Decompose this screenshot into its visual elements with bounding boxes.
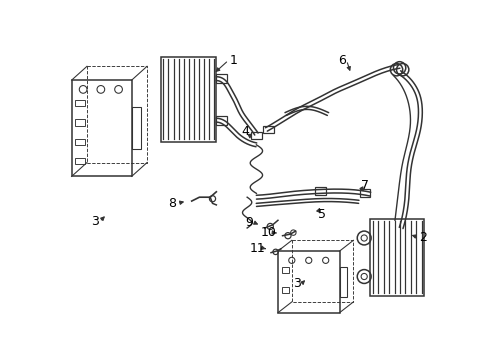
Text: 6: 6 [337,54,345,67]
Bar [281,287,289,293]
Text: 8: 8 [168,197,176,210]
Text: 9: 9 [245,216,253,229]
Bar [314,187,325,195]
Bar [369,219,424,296]
Text: 11: 11 [249,242,265,255]
Bar [250,132,261,139]
Bar [71,80,131,176]
Bar [75,158,84,164]
Bar [216,116,226,125]
Text: 3: 3 [91,215,99,228]
Text: 1: 1 [229,54,237,67]
Bar [75,120,84,126]
Text: 10: 10 [260,226,276,239]
Text: 3: 3 [293,277,301,290]
Text: 2: 2 [418,231,426,244]
Text: 4: 4 [241,125,248,138]
Bar [263,126,274,133]
Text: 7: 7 [360,179,368,192]
Bar [359,189,369,197]
Bar [75,139,84,145]
Bar [277,251,339,313]
Bar [75,100,84,106]
Bar [281,267,289,274]
Text: 5: 5 [317,208,325,221]
Bar [216,74,226,83]
Bar [161,57,216,142]
Bar [131,107,141,149]
Bar [339,266,346,297]
